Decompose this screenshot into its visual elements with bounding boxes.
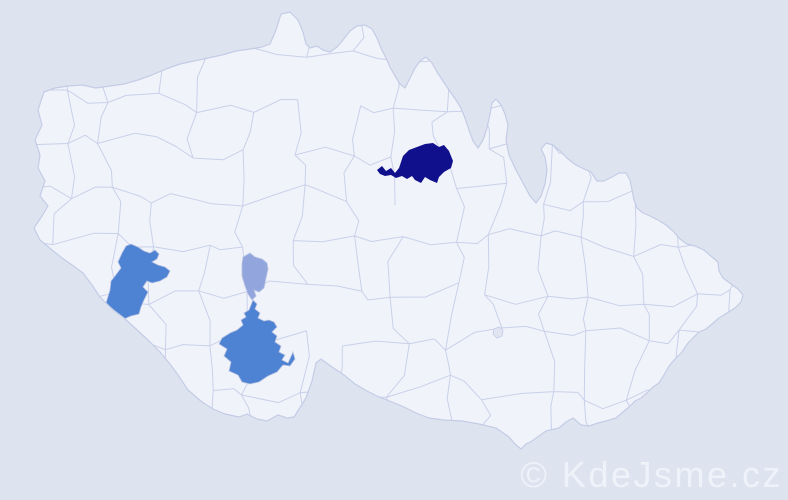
highlighted-district-central-light: [241, 252, 269, 301]
country-land: [34, 12, 743, 449]
highlighted-district-south-medium: [218, 299, 296, 385]
highlighted-district-northeast-dark: [377, 143, 453, 183]
highlighted-district-southwest-medium: [105, 243, 171, 320]
watermark-text: © KdeJsme.cz: [520, 454, 783, 495]
country-outline: [33, 11, 744, 450]
highlighted-district-tiny-faint: [492, 326, 504, 339]
